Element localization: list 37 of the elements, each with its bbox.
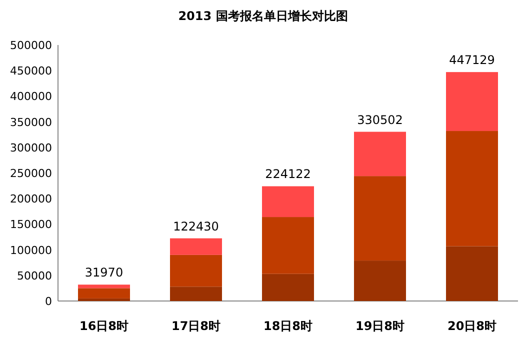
bar [170,254,222,287]
total-label: 330502 [357,112,403,127]
x-tick-label: 16日8时 [79,319,129,333]
y-tick-label: 0 [45,295,52,308]
x-tick-label: 19日8时 [355,319,405,333]
bar [170,286,222,301]
bar [262,186,314,218]
total-label: 31970 [84,266,124,280]
y-tick-label: 400000 [10,90,52,104]
bar [354,132,406,176]
bar [78,288,130,298]
bar [446,246,498,301]
bar [446,131,498,246]
bar [262,274,314,301]
total-label: 122430 [173,219,219,234]
y-tick-label: 250000 [10,167,52,180]
bar [170,238,222,255]
y-tick-label: 300000 [10,141,52,154]
x-tick-label: 20日8时 [447,319,497,333]
y-tick-label: 150000 [10,218,52,232]
y-tick-label: 200000 [10,192,52,206]
chart-title: 2013 国考报名单日增长对比图 [178,9,348,23]
x-tick-label: 17日8时 [171,319,221,333]
bar [78,298,130,301]
y-tick-label: 500000 [10,39,52,52]
y-tick-label: 350000 [10,116,52,129]
bar [354,260,406,301]
bar [78,284,130,288]
bar [262,217,314,274]
x-tick-label: 18日8时 [263,319,313,333]
y-tick-label: 50000 [17,269,52,282]
y-tick-label: 450000 [10,64,52,78]
bar [354,176,406,261]
total-label: 447129 [449,53,495,68]
bar [446,72,498,132]
total-label: 224122 [265,167,311,182]
y-tick-label: 100000 [10,244,52,257]
